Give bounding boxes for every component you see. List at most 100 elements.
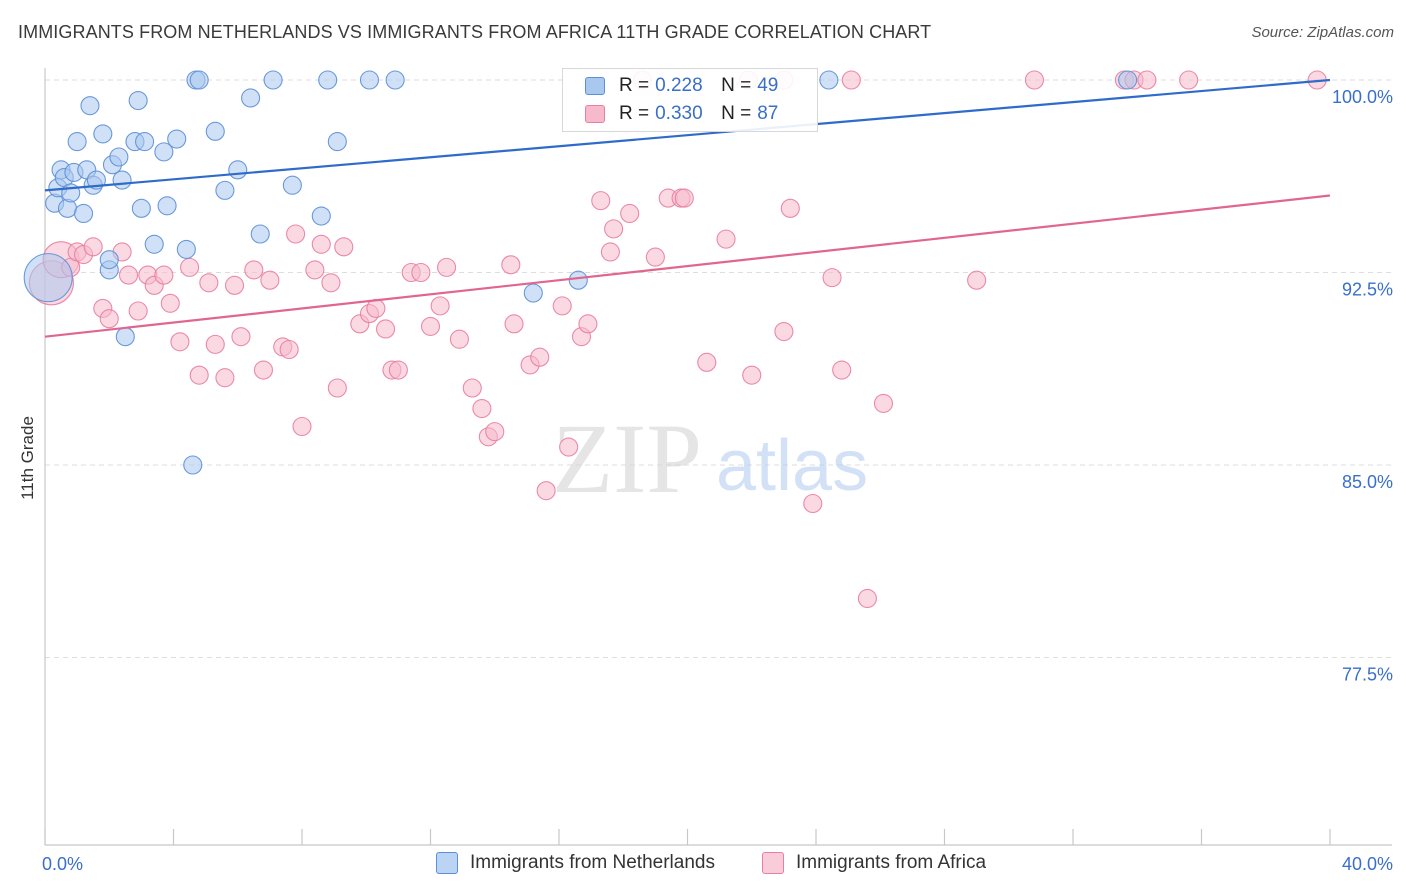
data-point-netherlands: [144, 234, 164, 254]
trend-line-netherlands: [44, 78, 1331, 192]
legend-label-netherlands: Immigrants from Netherlands: [470, 852, 715, 873]
data-point-africa: [170, 332, 190, 352]
data-point-africa: [224, 275, 245, 295]
data-point-africa: [311, 234, 331, 254]
axes: [44, 68, 1392, 846]
data-point-africa: [215, 368, 235, 388]
stats-legend: R = 0.228 N = 49 R = 0.330 N = 87: [562, 68, 818, 132]
data-point-netherlands: [167, 129, 187, 149]
legend-n-label: N =: [721, 103, 752, 124]
data-point-africa: [244, 260, 264, 280]
data-point-netherlands: [112, 170, 132, 190]
data-point-africa: [154, 265, 174, 285]
legend-r-label: R =: [619, 103, 650, 124]
y-tick-label: 92.5%: [1342, 280, 1393, 300]
data-point-africa: [967, 270, 987, 290]
data-point-africa: [873, 393, 894, 413]
data-point-africa: [674, 188, 694, 208]
data-point-netherlands: [385, 70, 405, 90]
data-point-netherlands: [99, 250, 119, 270]
series-africa-points: [28, 70, 1327, 609]
data-point-africa: [366, 298, 386, 318]
data-point-africa: [501, 255, 521, 275]
data-point-africa: [99, 309, 119, 329]
chart-title: IMMIGRANTS FROM NETHERLANDS VS IMMIGRANT…: [18, 22, 932, 42]
data-point-africa: [620, 203, 640, 224]
data-point-netherlands: [241, 88, 261, 108]
legend-r-value: 0.330: [655, 103, 703, 124]
data-point-africa: [742, 365, 762, 385]
data-point-netherlands: [67, 132, 87, 152]
data-point-africa: [504, 314, 524, 334]
data-point-africa: [604, 219, 624, 239]
chart-source: Source: ZipAtlas.com: [1251, 24, 1394, 41]
data-point-africa: [1179, 70, 1199, 90]
data-point-africa: [716, 229, 736, 249]
data-point-africa: [180, 257, 200, 277]
data-point-netherlands: [74, 203, 94, 224]
data-point-netherlands: [359, 70, 380, 90]
watermark-atlas: atlas: [716, 426, 868, 506]
data-point-africa: [305, 260, 325, 280]
data-point-netherlands: [157, 196, 177, 216]
data-point-netherlands: [135, 132, 155, 152]
data-point-netherlands: [93, 124, 113, 144]
data-point-netherlands: [80, 96, 100, 116]
legend-label-africa: Immigrants from Africa: [796, 852, 987, 873]
legend-r-label: R =: [619, 75, 650, 96]
data-point-africa: [841, 70, 861, 90]
watermark-zip: ZIP: [552, 403, 702, 514]
y-tick-label: 77.5%: [1342, 665, 1393, 685]
data-point-netherlands: [109, 147, 129, 167]
data-point-africa: [600, 242, 620, 262]
data-point-africa: [118, 265, 139, 285]
legend-swatch-netherlands: [585, 77, 605, 95]
data-point-africa: [780, 198, 800, 218]
data-point-africa: [472, 398, 492, 419]
data-point-africa: [286, 224, 306, 244]
legend-item-africa: Immigrants from Africa: [762, 852, 986, 874]
x-tick-label: 40.0%: [1342, 854, 1393, 874]
data-point-netherlands: [228, 160, 248, 180]
legend-r-value: 0.228: [655, 75, 703, 96]
data-point-africa: [292, 416, 312, 437]
data-point-africa: [375, 319, 396, 339]
data-point-netherlands: [819, 70, 839, 90]
series-legend: Immigrants from Netherlands Immigrants f…: [0, 852, 1406, 878]
data-point-africa: [420, 316, 441, 336]
data-point-africa: [822, 268, 842, 288]
data-point-netherlands: [1118, 70, 1138, 90]
trend-line-africa: [44, 194, 1331, 338]
data-point-africa: [231, 327, 251, 347]
legend-row-netherlands: R = 0.228 N = 49: [585, 73, 778, 99]
data-point-africa: [321, 273, 341, 293]
grid-lines: [45, 79, 1392, 658]
data-point-africa: [160, 293, 180, 313]
data-point-africa: [388, 360, 408, 380]
data-point-netherlands: [311, 206, 331, 226]
data-point-africa: [205, 334, 225, 354]
trend-lines: [44, 78, 1331, 338]
legend-swatch-africa: [585, 105, 605, 123]
data-point-netherlands: [176, 239, 196, 259]
data-point-africa: [536, 481, 556, 501]
tick-labels: 77.5% 85.0% 92.5% 100.0% 0.0% 40.0%: [42, 87, 1393, 874]
data-point-africa: [530, 347, 550, 367]
data-point-netherlands: [154, 142, 174, 162]
y-tick-label: 100.0%: [1332, 87, 1393, 107]
data-point-africa: [449, 329, 469, 349]
data-point-africa: [591, 191, 611, 211]
data-point-netherlands: [183, 455, 203, 475]
y-tick-label: 85.0%: [1342, 472, 1393, 492]
legend-swatch-netherlands: [436, 852, 458, 874]
data-point-africa: [334, 237, 354, 257]
data-point-netherlands: [23, 253, 73, 303]
data-point-africa: [774, 321, 794, 342]
data-point-africa: [857, 588, 877, 609]
data-point-africa: [253, 360, 274, 380]
data-point-netherlands: [215, 180, 235, 200]
data-point-netherlands: [568, 270, 588, 290]
data-point-africa: [411, 262, 431, 283]
data-point-netherlands: [128, 90, 148, 111]
